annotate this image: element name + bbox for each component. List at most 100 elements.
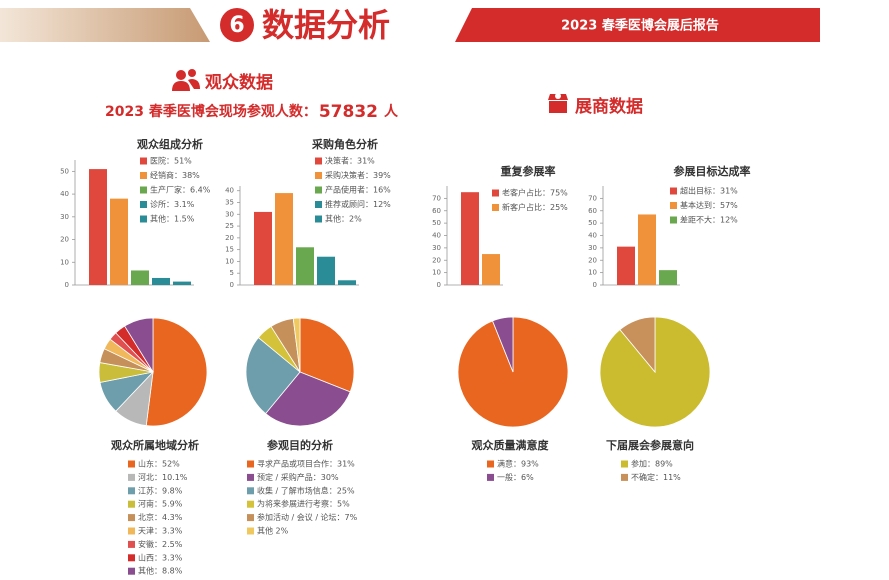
legend-swatch (670, 216, 677, 224)
y-tick-label: 25 (225, 222, 234, 230)
legend-swatch (128, 473, 135, 481)
legend-swatch (315, 157, 322, 165)
y-tick-label: 30 (60, 213, 69, 221)
y-tick-label: 60 (588, 207, 597, 215)
bar (317, 256, 335, 285)
legend-label: 医院：51% (150, 156, 192, 166)
legend-swatch (247, 473, 254, 481)
visitor-heading: 观众数据 (204, 72, 273, 93)
y-tick-label: 50 (432, 219, 441, 227)
legend-label: 采购决策者：39% (325, 170, 391, 180)
legend-swatch (128, 527, 135, 535)
legend-swatch (128, 500, 135, 508)
legend-label: 经销商：38% (150, 170, 200, 180)
legend-swatch (140, 157, 147, 165)
bar (461, 192, 479, 285)
y-tick-label: 0 (437, 281, 441, 289)
y-tick-label: 0 (65, 281, 69, 289)
legend-label: 其他 2% (257, 526, 289, 536)
pie-slice (145, 317, 208, 427)
bar (296, 247, 314, 285)
pie-slice (619, 316, 656, 374)
legend-label: 天津：3.3% (138, 526, 183, 536)
y-tick-label: 5 (230, 269, 234, 277)
bar (89, 169, 107, 285)
legend-label: 决策者：31% (325, 156, 375, 166)
legend-label: 一般：6% (497, 472, 534, 482)
y-tick-label: 30 (432, 244, 441, 252)
y-tick-label: 10 (60, 258, 69, 266)
section-title: 数据分析 (262, 6, 390, 44)
y-tick-label: 15 (225, 246, 234, 254)
y-tick-label: 20 (432, 256, 441, 264)
legend-swatch (492, 204, 499, 211)
report-title: 2023 春季医博会展后报告 (561, 18, 719, 34)
visitor-unit: 人 (384, 103, 399, 120)
legend-label: 其他：2% (325, 214, 362, 224)
legend-label: 参加活动 / 会议 / 论坛：7% (257, 512, 358, 522)
y-tick-label: 10 (588, 269, 597, 277)
bar (254, 211, 272, 285)
legend-label: 山东：52% (138, 459, 180, 469)
exhibitor-heading: 展商数据 (575, 96, 643, 117)
legend-swatch (621, 460, 628, 468)
pie-slice (492, 316, 514, 373)
legend-label: 北京：4.3% (138, 512, 183, 522)
y-tick-label: 60 (432, 207, 441, 215)
pie-slice (245, 337, 301, 415)
legend-label: 安徽：2.5% (138, 539, 183, 549)
chart-title: 下届展会参展意向 (606, 438, 694, 452)
legend-label: 其他：8.8% (138, 566, 183, 576)
legend-label: 推荐或顾问：12% (325, 199, 391, 209)
chart-title: 观众质量满意度 (472, 438, 550, 452)
y-tick-label: 50 (60, 167, 69, 175)
bar (152, 277, 170, 285)
legend-swatch (315, 186, 322, 194)
legend-swatch (128, 540, 135, 548)
header-band-right (455, 8, 820, 42)
legend-swatch (128, 514, 135, 522)
legend-swatch (140, 201, 147, 208)
chart-title: 参展目标达成率 (674, 164, 751, 178)
header-band-left (0, 8, 210, 42)
y-tick-label: 50 (588, 219, 597, 227)
legend-label: 河北：10.1% (138, 472, 188, 482)
legend-label: 收集 / 了解市场信息：25% (257, 485, 355, 495)
chart-title: 采购角色分析 (311, 137, 378, 151)
visitor-subtitle: 2023 春季医博会现场参观人数： (105, 103, 317, 120)
y-tick-label: 30 (588, 244, 597, 252)
legend-swatch (487, 473, 494, 481)
legend-swatch (315, 215, 322, 223)
y-tick-label: 40 (225, 187, 234, 195)
chart-title: 观众组成分析 (137, 137, 203, 151)
legend-swatch (128, 567, 135, 575)
pie-slice (124, 317, 154, 374)
bar (338, 280, 356, 285)
y-tick-label: 20 (60, 236, 69, 244)
legend-label: 基本达到：57% (680, 200, 738, 210)
legend-swatch (492, 189, 499, 197)
y-tick-label: 0 (230, 281, 234, 289)
visitor-count-line: 2023 春季医博会现场参观人数： 57832 人 (105, 102, 399, 122)
y-tick-label: 70 (588, 194, 597, 202)
legend-swatch (247, 514, 254, 522)
legend-label: 河南：5.9% (138, 499, 183, 509)
bar (638, 214, 656, 285)
people-icon (172, 69, 200, 91)
legend-label: 差距不大：12% (680, 215, 738, 225)
legend-label: 山西：3.3% (138, 552, 183, 562)
y-tick-label: 20 (225, 234, 234, 242)
pie-slice (292, 317, 301, 373)
legend-swatch (621, 473, 628, 481)
legend-swatch (140, 172, 147, 179)
legend-label: 江苏：9.8% (138, 485, 183, 495)
legend-label: 参加：89% (631, 459, 673, 469)
legend-swatch (487, 460, 494, 468)
y-tick-label: 30 (225, 210, 234, 218)
y-tick-label: 10 (432, 269, 441, 277)
chart-title: 参观目的分析 (267, 438, 333, 452)
legend-swatch (140, 215, 147, 223)
legend-label: 新客户占比：25% (502, 202, 568, 212)
y-tick-label: 70 (432, 194, 441, 202)
